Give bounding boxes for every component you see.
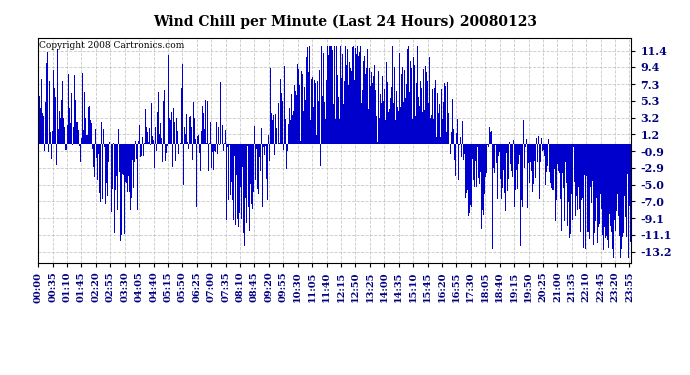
Text: Copyright 2008 Cartronics.com: Copyright 2008 Cartronics.com xyxy=(39,41,184,50)
Text: Wind Chill per Minute (Last 24 Hours) 20080123: Wind Chill per Minute (Last 24 Hours) 20… xyxy=(153,15,537,29)
